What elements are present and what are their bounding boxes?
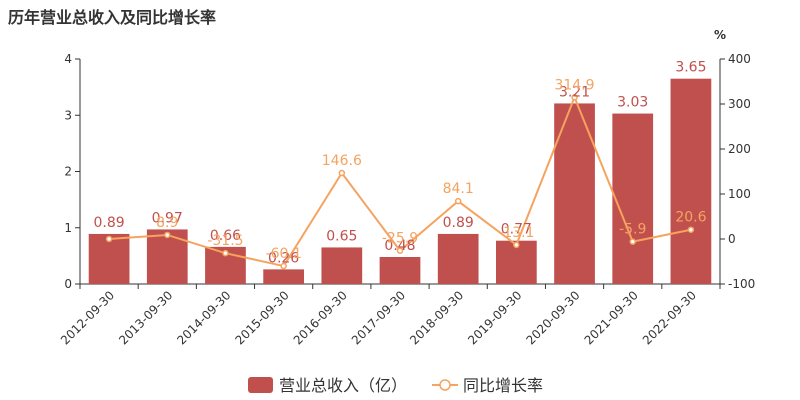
line-value-label: 314.9 — [554, 77, 594, 93]
bar-value-label: 3.03 — [617, 95, 648, 111]
line-point — [396, 247, 404, 254]
bar — [263, 269, 304, 284]
x-tick-label: 2014-09-30 — [174, 288, 233, 347]
x-tick-label: 2013-09-30 — [116, 288, 175, 347]
line-value-label: -31.5 — [207, 233, 243, 249]
x-tick-label: 2018-09-30 — [407, 288, 466, 347]
bar — [379, 257, 421, 284]
legend-bar-swatch — [248, 377, 273, 393]
y-right-tick-label: 200 — [728, 142, 751, 156]
bar — [670, 78, 712, 284]
x-tick-label: 2016-09-30 — [291, 288, 350, 347]
line-value-label: -25.9 — [382, 231, 418, 247]
legend-line-marker — [439, 379, 451, 391]
line-point — [513, 241, 520, 249]
bar-value-label: 0.48 — [384, 238, 415, 254]
line-point — [222, 249, 229, 257]
legend-line-label: 同比增长率 — [463, 376, 543, 395]
line-point — [164, 231, 171, 239]
bar-value-label: 0.97 — [152, 210, 183, 226]
y-left-tick-label: 1 — [64, 221, 72, 235]
line-value-label: -5.9 — [619, 222, 646, 238]
bar-value-label: 0.65 — [326, 228, 357, 244]
line-point — [629, 238, 636, 245]
line-value-label: -60.1 — [266, 246, 302, 262]
line-value-label: 20.6 — [675, 210, 706, 226]
line-point — [338, 169, 346, 177]
x-tick-label: 2021-09-30 — [582, 288, 641, 347]
x-tick-label: 2015-09-30 — [233, 288, 292, 347]
line-point — [454, 197, 462, 205]
bar-value-label: 3.21 — [559, 84, 590, 100]
x-tick-label: 2020-09-30 — [523, 288, 582, 347]
legend: 营业总收入（亿） 同比增长率 — [248, 376, 543, 395]
bar-value-label: 0.89 — [94, 215, 125, 231]
data-labels: 0.89 0.97 0.66 0.26 0.65 0.48 0.89 0.77 3.21 3.03… — [94, 60, 707, 267]
line-point — [687, 226, 695, 233]
bar-value-label: 3.65 — [675, 60, 706, 76]
y-right-tick-label: -100 — [728, 277, 755, 291]
x-tick-label: 2022-09-30 — [640, 288, 699, 347]
y-right-tick-label: 100 — [728, 187, 751, 201]
bar — [88, 233, 130, 284]
bar — [437, 233, 479, 284]
y-left-tick-label: 3 — [64, 108, 72, 122]
line-series — [105, 94, 695, 270]
y-right-tick-label: 400 — [728, 52, 751, 66]
x-tick-label: 2012-09-30 — [58, 288, 117, 347]
line-point — [105, 235, 113, 243]
legend-bar-label: 营业总收入（亿） — [279, 376, 407, 395]
y-right-unit: % — [714, 28, 726, 42]
chart-title: 历年营业总收入及同比增长率 — [8, 8, 217, 27]
bar-value-label: 0.89 — [443, 215, 474, 231]
y-left-tick-label: 4 — [64, 52, 72, 66]
y-right-tick-label: 0 — [728, 232, 736, 246]
line-point — [280, 262, 287, 270]
bar-value-label: 0.66 — [210, 228, 241, 244]
bar-value-label: 0.77 — [501, 222, 532, 238]
bar-value-label: 0.26 — [268, 250, 299, 266]
line-value-label: 84.1 — [443, 181, 474, 197]
line-value-label: -13.1 — [498, 225, 534, 241]
bar — [321, 247, 363, 284]
line-point — [571, 94, 578, 101]
y-right-tick-label: 300 — [728, 97, 751, 111]
line-value-label: 8.9 — [156, 215, 178, 231]
line-value-label: 146.6 — [322, 153, 362, 169]
bar — [612, 113, 654, 284]
y-left-tick-label: 0 — [64, 277, 72, 291]
y-left-tick-label: 2 — [64, 165, 72, 179]
x-tick-label: 2017-09-30 — [349, 288, 408, 347]
x-tick-label: 2019-09-30 — [465, 288, 524, 347]
